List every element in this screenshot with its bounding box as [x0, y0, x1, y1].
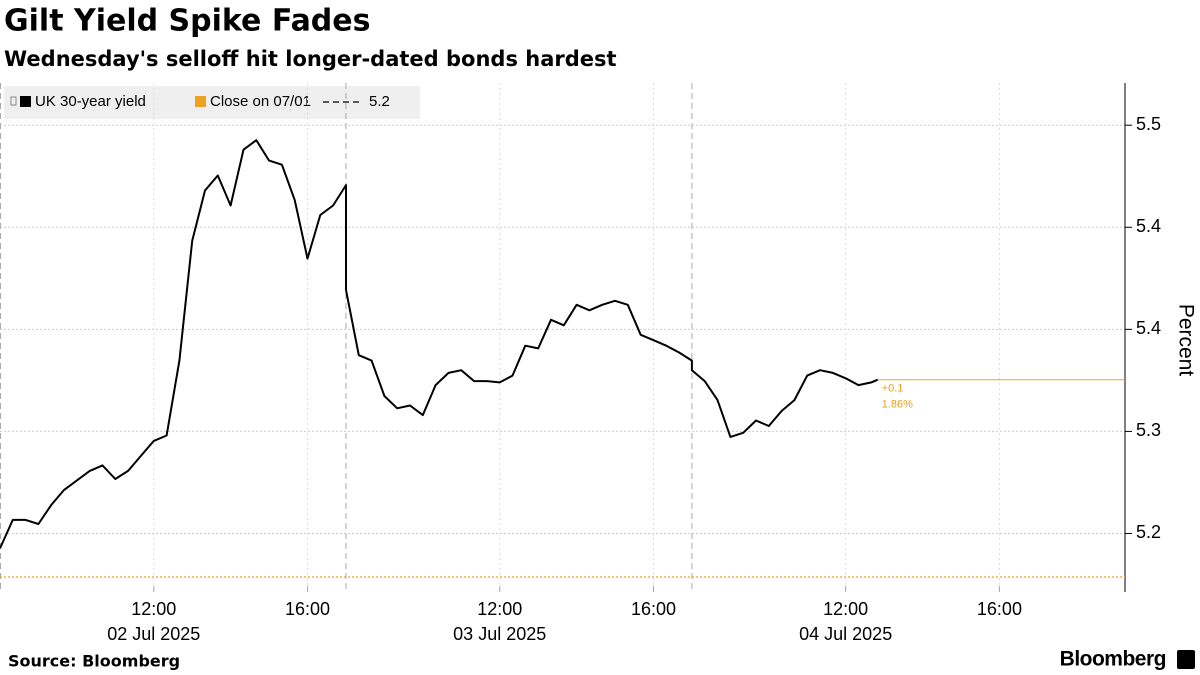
annotation: +0.1 — [882, 383, 904, 395]
legend-box — [4, 86, 420, 119]
x-tick-label: 16:00 — [285, 599, 330, 619]
y-tick-label: 5.4 — [1136, 216, 1161, 236]
legend-swatch — [195, 96, 206, 107]
x-tick-label: 12:00 — [823, 599, 868, 619]
y-tick-label: 5.5 — [1136, 114, 1161, 134]
x-date-label: 03 Jul 2025 — [453, 624, 546, 644]
y-tick-label: 5.4 — [1136, 318, 1161, 338]
x-tick-label: 16:00 — [631, 599, 676, 619]
legend-label: Close on 07/01 — [210, 93, 311, 110]
x-date-label: 02 Jul 2025 — [107, 624, 200, 644]
y-tick-label: 5.3 — [1136, 420, 1161, 440]
y-tick-label: 5.2 — [1136, 522, 1161, 542]
chart-subtitle: Wednesday's selloff hit longer-dated bon… — [4, 47, 617, 71]
legend-swatch — [20, 96, 31, 107]
y-axis-label: Percent — [1174, 304, 1197, 377]
line-series — [0, 139, 879, 549]
legend-value: 5.2 — [369, 93, 390, 110]
source: Source: Bloomberg — [8, 652, 180, 671]
legend-icon — [10, 96, 17, 106]
chart-title: Gilt Yield Spike Fades — [4, 4, 371, 39]
x-tick-label: 12:00 — [131, 599, 176, 619]
annotation: 1.86% — [882, 399, 913, 411]
x-date-label: 04 Jul 2025 — [799, 624, 892, 644]
brand-icon — [1177, 650, 1195, 669]
brand-logo: Bloomberg — [1060, 648, 1166, 671]
legend-label: UK 30-year yield — [35, 93, 146, 110]
x-tick-label: 16:00 — [977, 599, 1022, 619]
x-tick-label: 12:00 — [477, 599, 522, 619]
